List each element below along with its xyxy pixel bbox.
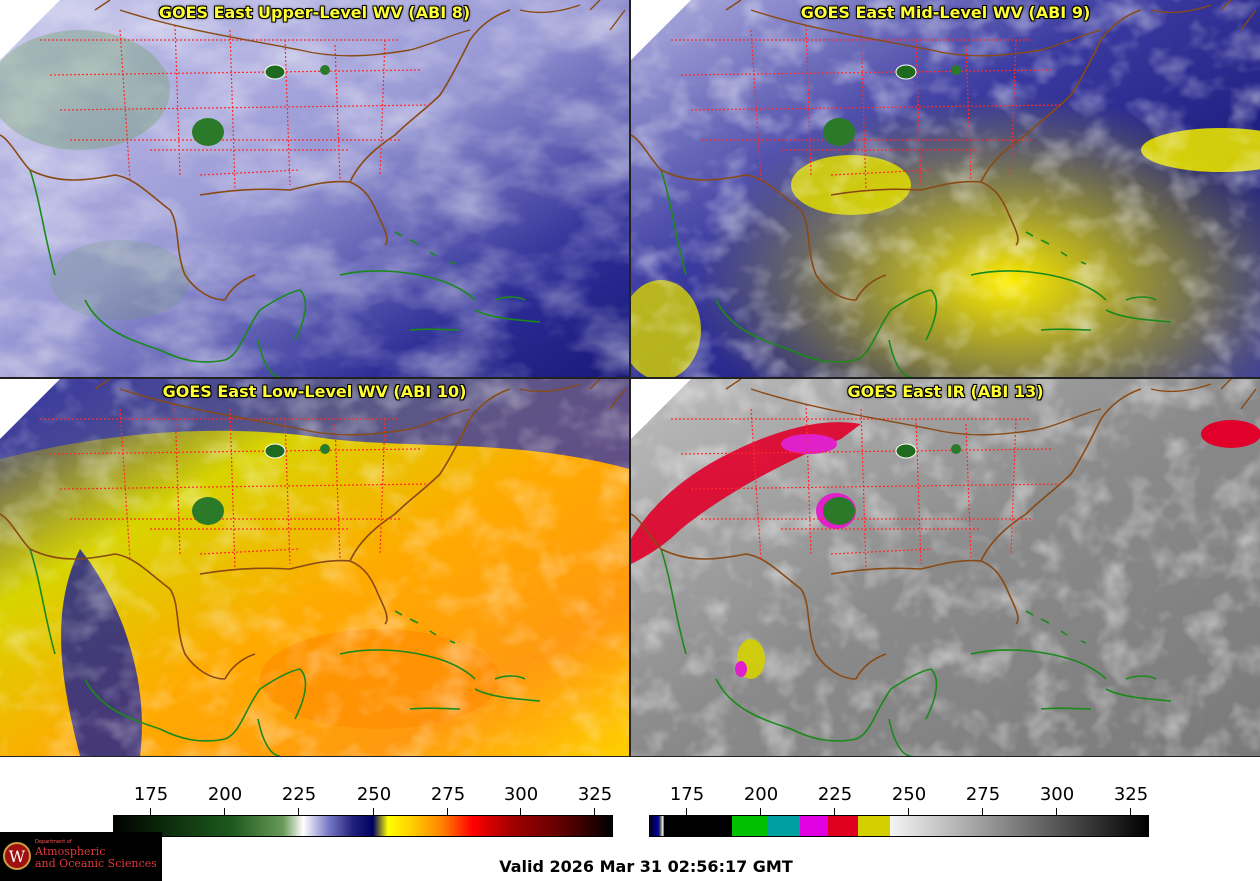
tick-label: 225 <box>269 784 329 815</box>
ir-colorbar-ticks: 175 200 225 250 275 300 325 <box>0 784 1260 815</box>
logo-line1: Atmospheric <box>35 845 106 858</box>
aos-logo: W Department of Atmospheric and Oceanic … <box>0 832 162 881</box>
tick-label: 250 <box>344 784 404 815</box>
logo-department-text: Department of <box>35 839 72 845</box>
logo-line2: and Oceanic Sciences <box>35 857 157 870</box>
panel-upper-level-wv: GOES East Upper-Level WV (ABI 8) <box>0 0 629 377</box>
ir-colorbar <box>649 815 1149 837</box>
panel-ir: GOES East IR (ABI 13) <box>631 379 1260 756</box>
map-low-level-wv <box>0 379 629 756</box>
wv-colorbar-ticks: 175 200 225 250 275 300 325 <box>0 784 630 815</box>
tick-label: 175 <box>121 784 181 815</box>
tick-label: 275 <box>953 784 1013 815</box>
panel-divider-horizontal <box>0 377 1260 379</box>
tick-label: 200 <box>195 784 255 815</box>
svg-text:W: W <box>9 847 26 866</box>
map-upper-level-wv <box>0 0 629 377</box>
panel-title: GOES East Upper-Level WV (ABI 8) <box>158 3 471 22</box>
panel-title: GOES East IR (ABI 13) <box>847 382 1044 401</box>
valid-time: Valid 2026 Mar 31 02:56:17 GMT <box>499 857 793 876</box>
uw-shield-icon: W <box>3 842 31 870</box>
panel-title: GOES East Low-Level WV (ABI 10) <box>162 382 467 401</box>
tick-label: 300 <box>491 784 551 815</box>
tick-label: 200 <box>731 784 791 815</box>
tick-label: 250 <box>879 784 939 815</box>
map-ir <box>631 379 1260 756</box>
wv-colorbar <box>113 815 613 837</box>
tick-label: 325 <box>565 784 625 815</box>
panel-mid-level-wv: GOES East Mid-Level WV (ABI 9) <box>631 0 1260 377</box>
panel-low-level-wv: GOES East Low-Level WV (ABI 10) <box>0 379 629 756</box>
tick-label: 325 <box>1101 784 1161 815</box>
map-mid-level-wv <box>631 0 1260 377</box>
tick-label: 175 <box>657 784 717 815</box>
panel-bottom-border <box>0 756 1260 757</box>
panel-title: GOES East Mid-Level WV (ABI 9) <box>800 3 1091 22</box>
tick-label: 275 <box>418 784 478 815</box>
tick-label: 225 <box>805 784 865 815</box>
tick-label: 300 <box>1027 784 1087 815</box>
